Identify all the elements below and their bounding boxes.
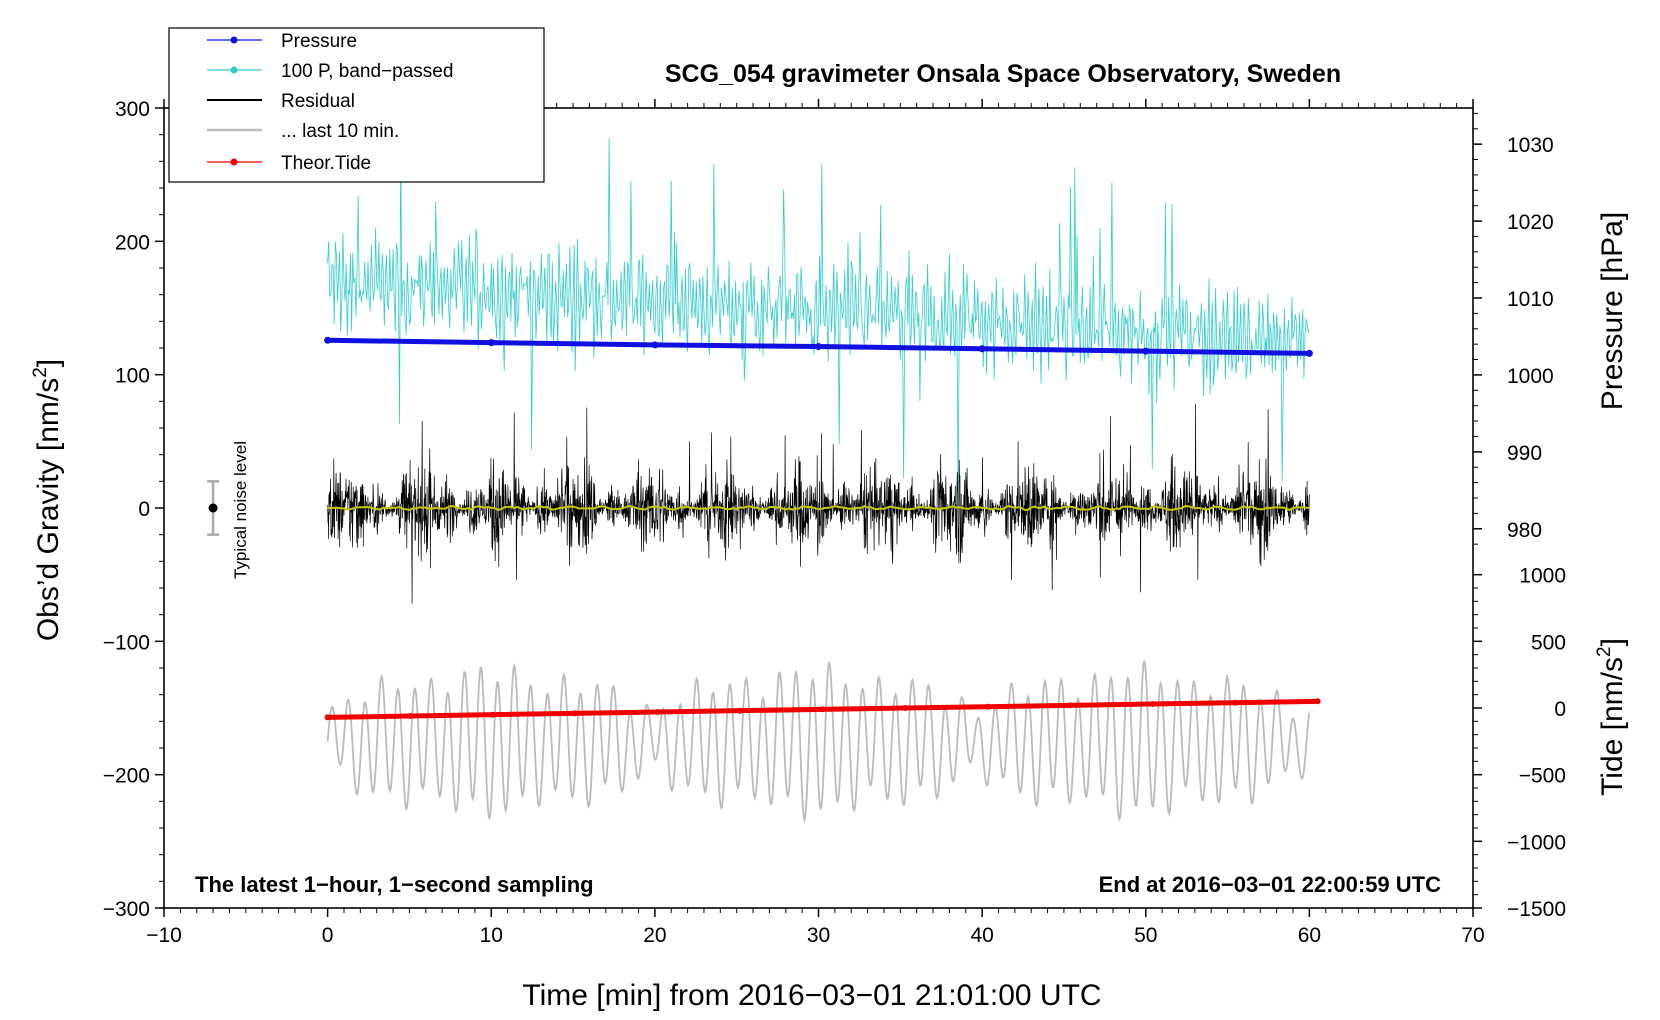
y-tide-tick-label: 1000 — [1519, 565, 1566, 588]
y-tide-tick-label: −1500 — [1507, 898, 1566, 921]
series-pressure-point — [651, 341, 659, 349]
series-residual-line — [327, 403, 1310, 604]
y-left-tick-label: 0 — [138, 498, 150, 521]
noise-bar-label: Typical noise level — [231, 441, 250, 579]
series-pressure-point — [487, 339, 495, 347]
y-tide-tick-label: 500 — [1531, 631, 1566, 654]
y-pressure-tick-label: 1020 — [1507, 211, 1554, 234]
y-left-tick-label: 100 — [115, 365, 150, 388]
chart-title: SCG_054 gravimeter Onsala Space Observat… — [665, 60, 1341, 88]
legend-label-pressure: Pressure — [281, 31, 357, 52]
legend-marker-bandpassed — [230, 66, 238, 74]
annotation-sampling: The latest 1−hour, 1−second sampling — [195, 872, 594, 897]
legend-marker-pressure — [230, 36, 238, 44]
series-tide-point — [984, 703, 991, 710]
x-tick-label: −10 — [146, 924, 182, 947]
series-tide-point — [1149, 701, 1156, 707]
y-tide-tick-label: 0 — [1554, 698, 1566, 721]
series-pressure-point — [1142, 347, 1150, 355]
series-tide-point — [902, 705, 909, 711]
x-axis-title: Time [min] from 2016−03−01 21:01:00 UTC — [522, 979, 1101, 1012]
series-tide-point — [819, 706, 826, 713]
y-pressure-tick-label: 990 — [1507, 442, 1542, 465]
series-tide-point — [1232, 699, 1239, 706]
legend-label-residual: Residual — [281, 91, 355, 112]
noise-bar-point — [208, 503, 218, 513]
series-pressure-point — [978, 345, 986, 353]
axes-layer: −10 0 10 20 30 40 50 60 703002001000−100−200−300… — [103, 98, 1566, 947]
y-left-tick-label: −100 — [103, 631, 150, 654]
x-tick-label: 10 — [480, 924, 503, 947]
legend-marker-tide — [230, 158, 238, 166]
y-axis-left-title: Obs’d Gravity [nm/s2] — [30, 359, 65, 641]
y-axis-tide-title: Tide [nm/s2] — [1594, 638, 1629, 796]
annotation-end-time: End at 2016−03−01 22:00:59 UTC — [1099, 872, 1442, 897]
series-tide-point — [324, 714, 331, 721]
y-left-tick-label: −300 — [103, 898, 150, 921]
y-tide-tick-label: −1000 — [1507, 831, 1566, 854]
y-axis-pressure-title: Pressure [hPa] — [1596, 212, 1629, 410]
y-pressure-tick-label: 1010 — [1507, 288, 1554, 311]
legend-item-bandpassed: 100 P, band−passed — [207, 61, 453, 82]
series-tide-point — [1314, 698, 1321, 705]
legend: Pressure 100 P, band−passed Residual ...… — [168, 27, 545, 183]
series-bandpassed-line — [327, 132, 1310, 510]
noise-bar: Typical noise level — [207, 441, 250, 579]
series-pressure-point — [815, 343, 822, 350]
y-left-tick-label: 200 — [115, 231, 150, 254]
legend-box — [168, 27, 545, 183]
x-tick-label: 30 — [807, 924, 830, 947]
legend-label-tide: Theor.Tide — [281, 153, 371, 174]
x-tick-label: 20 — [643, 924, 666, 947]
x-tick-label: 0 — [322, 924, 334, 947]
series-tide-point — [489, 711, 496, 718]
series-mean-residual-line — [327, 504, 1310, 512]
series-pressure-point — [1305, 349, 1313, 357]
x-tick-label: 50 — [1134, 924, 1157, 947]
x-tick-label: 60 — [1298, 924, 1321, 947]
legend-label-bandpassed: 100 P, band−passed — [281, 61, 453, 82]
y-pressure-tick-label: 1000 — [1507, 365, 1554, 388]
y-axis-tide-title-end: ] — [1596, 638, 1629, 646]
x-tick-label: 40 — [970, 924, 993, 947]
y-pressure-tick-label: 980 — [1507, 519, 1542, 542]
legend-item-tide: Theor.Tide — [207, 153, 371, 174]
legend-item-residual: Residual — [207, 91, 355, 112]
x-tick-label: 70 — [1461, 924, 1484, 947]
y-axis-left-title-end: ] — [32, 359, 65, 367]
legend-item-last10: ... last 10 min. — [207, 121, 399, 142]
series-tide-point — [407, 713, 414, 719]
y-tide-tick-label: −500 — [1519, 765, 1566, 788]
series-layer — [324, 132, 1321, 824]
series-tide-point — [1067, 702, 1074, 709]
y-axis-left-title-main: Obs’d Gravity [nm/s — [32, 378, 65, 641]
series-last10-line — [326, 660, 1311, 824]
series-tide-point — [737, 707, 744, 714]
series-tide-point — [572, 710, 579, 717]
y-left-tick-label: −200 — [103, 765, 150, 788]
series-tide-point — [654, 709, 661, 715]
series-pressure-point — [324, 336, 332, 344]
y-left-tick-label: 300 — [115, 98, 150, 121]
legend-item-pressure: Pressure — [207, 31, 357, 52]
legend-label-last10: ... last 10 min. — [281, 121, 399, 142]
y-axis-tide-title-sup: 2 — [1594, 646, 1615, 657]
y-pressure-tick-label: 1030 — [1507, 134, 1554, 157]
y-axis-tide-title-main: Tide [nm/s — [1596, 657, 1629, 796]
y-axis-left-title-sup: 2 — [30, 367, 51, 378]
